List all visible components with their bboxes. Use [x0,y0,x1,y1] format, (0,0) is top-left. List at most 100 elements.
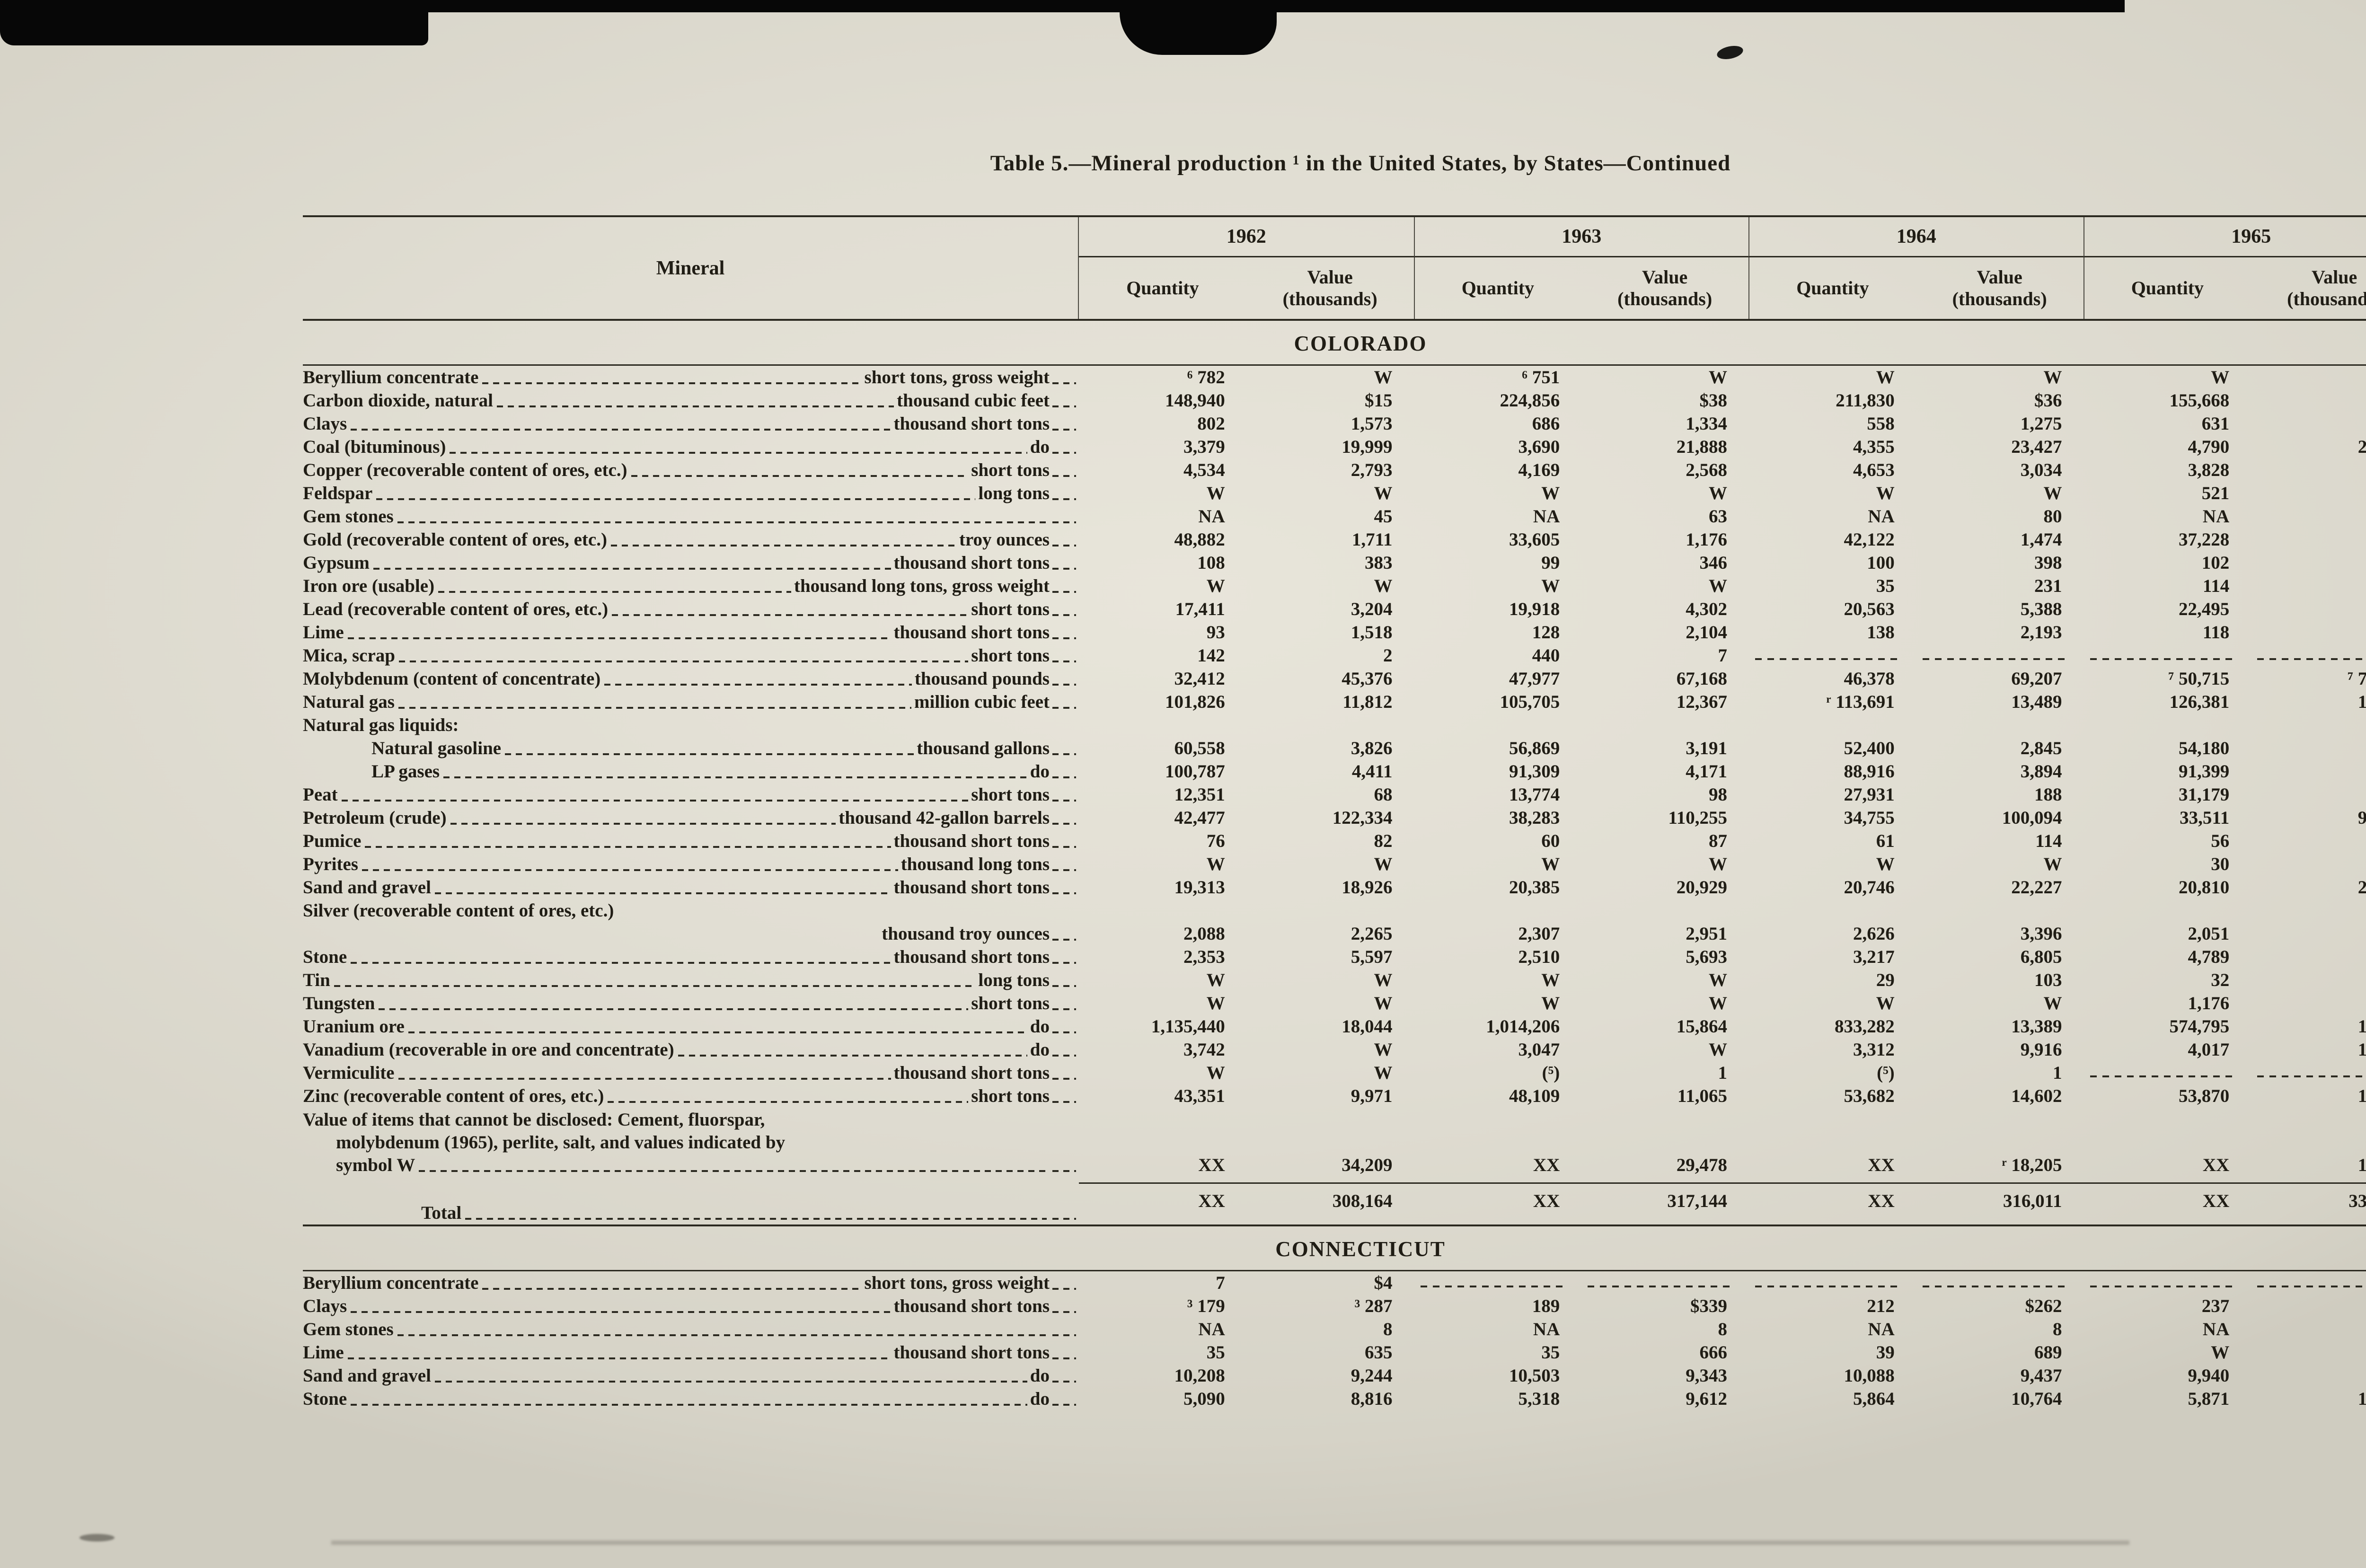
value-cell: 2,845 [2020,738,2062,758]
value-cell: 1,446 [2251,412,2366,435]
value-cell: 11,812 [1342,692,1393,712]
dash-leader [434,1381,1027,1383]
dash-leader [1052,1031,1076,1033]
value-cell: 3,894 [2020,761,2062,782]
value-cell: 8 [1718,1319,1728,1339]
value-cell: 308,164 [1332,1191,1393,1211]
dash-leader [1052,568,1076,570]
value-cell: NA [1868,506,1895,527]
section-header: CONNECTICUT [303,1224,2366,1271]
dash-leader [398,707,912,709]
value-cell: 211,830 [1836,390,1895,411]
dash-leader [341,800,969,802]
value-cell: $36 [2034,390,2062,411]
value-label: Value [2311,266,2357,288]
dash-leader [438,591,791,593]
value-cell: 100,094 [2002,808,2062,828]
row-label: Pumice thousand short tons [303,829,1079,853]
dash-leader [1052,614,1076,616]
value-cell: 19,999 [1342,437,1393,457]
row-unit: short tons [971,599,1050,619]
value-cell: 1,711 [1351,529,1393,550]
value-cell: 8 [2251,1318,2366,1341]
scan-artifact-bottom-smudge [331,1541,2129,1545]
note-line: Value of items that cannot be disclosed:… [303,1110,765,1130]
table-row: Feldspar long tons W W W W W W 521 3 [303,482,2366,505]
row-label: Sand and gravel do [303,1364,1079,1387]
table-row: Lead (recoverable content of ores, etc.)… [303,598,2366,621]
value-cell: 8,816 [1351,1389,1393,1409]
value-cell: 48,882 [1174,529,1225,550]
dash-placeholder [2257,1075,2366,1077]
value-cell: 9,971 [1351,1086,1393,1106]
value-cell: XX [1533,1191,1560,1211]
value-cell: 833,282 [1835,1016,1895,1037]
value-cell: 87 [1709,831,1727,851]
column-header-value: Value (thousands) [1246,257,1414,319]
value-cell: 56,869 [1509,738,1560,758]
dash-leader [1052,475,1076,477]
dash-leader [1052,869,1076,871]
value-cell: W [1374,576,1393,596]
value-cell: 155,668 [2169,390,2230,411]
row-title: Uranium ore [303,1016,405,1037]
value-cell: 3,191 [1686,738,1727,758]
value-cell: 1,176 [1686,529,1727,550]
row-unit: troy ounces [959,529,1050,550]
value-cell [1581,1271,1748,1295]
value-cell: 32,412 [1174,669,1225,689]
row-title: Lime [303,622,344,643]
table-row: Stone thousand short tons 2,353 5,597 2,510 5… [303,945,2366,969]
value-cell: 60,558 [1174,738,1225,758]
row-unit: short tons [971,784,1050,805]
value-cell: W [2043,483,2062,503]
table-row: Natural gasoline thousand gallons 60,558 3,… [303,737,2366,760]
value-label-sub: (thousands) [1617,288,1713,309]
dash-leader [1052,684,1076,686]
value-cell [1916,899,2083,922]
row-unit: thousand pounds [914,669,1050,689]
row-unit: short tons [971,645,1050,666]
row-unit: thousand short tons [893,947,1050,967]
value-cell: 331,216 [2348,1191,2366,1211]
value-cell: 103 [2034,970,2062,990]
dash-leader [351,429,891,431]
value-cell: 4,169 [1518,460,1560,480]
value-cell: 10,208 [1174,1365,1225,1386]
dash-leader [1052,452,1076,454]
value-cell: 19,313 [1174,877,1225,898]
row-title: Silver (recoverable content of ores, etc… [303,900,614,921]
value-cell: 635 [1365,1342,1393,1363]
dash-leader [1052,1311,1076,1313]
row-label: Beryllium concentrate short tons, gross w… [303,1271,1079,1295]
value-cell: 20,563 [1844,599,1895,619]
value-cell: $262 [2025,1296,2062,1316]
value-cell: 3,742 [1183,1039,1225,1060]
value-cell: 3,828 [2188,460,2230,480]
table-row: Pumice thousand short tons 76 82 60 87 61 114 56… [303,829,2366,853]
value-cell: 686 [1532,414,1560,434]
row-label: Gem stones [303,505,1079,528]
value-cell: 9,244 [1351,1365,1393,1386]
value-cell: 6,805 [2020,947,2062,967]
value-cell: 18,926 [1342,877,1393,898]
value-cell: 29 [1876,970,1895,990]
value-cell: 236 [2251,783,2366,806]
row-unit: short tons, gross weight [864,367,1050,388]
value-cell: 3,930 [2251,760,2366,783]
value-cell: W [2211,367,2230,388]
value-cell: 148,940 [1165,390,1225,411]
value-cell: 2,510 [1518,947,1560,967]
value-cell: 100,787 [1165,761,1225,782]
value-cell: 122,334 [1332,808,1393,828]
dash-leader [450,452,1027,454]
row-unit: short tons [971,1086,1050,1106]
value-cell: 10,651 [2357,1016,2366,1037]
value-cell: (⁵) [1877,1063,1895,1083]
row-unit: million cubic feet [914,692,1050,712]
row-title: Carbon dioxide, natural [303,390,493,411]
dash-leader [1052,1218,1076,1220]
value-cell: W [2043,854,2062,874]
value-cell: 24,431 [2357,437,2366,457]
dash-placeholder [1755,1286,1902,1287]
